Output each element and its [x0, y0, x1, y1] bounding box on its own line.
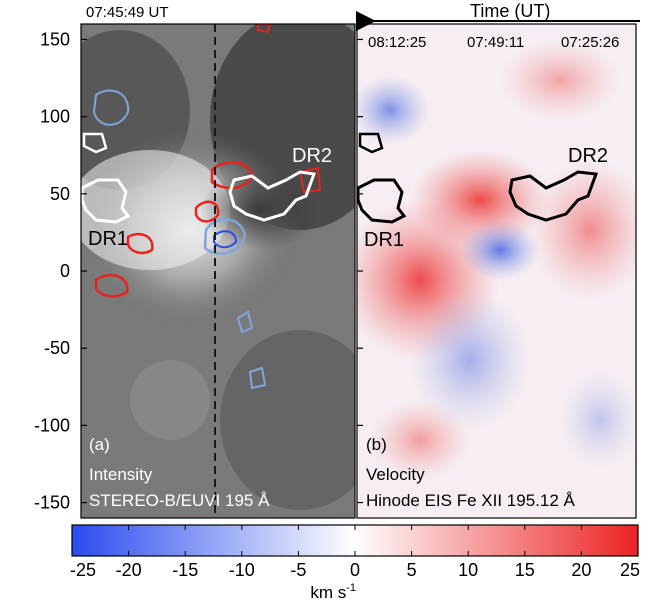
panel-a-label: (a): [89, 435, 110, 454]
panel-b-velocity-map: [357, 24, 636, 518]
panel-a-quantity: Intensity: [89, 465, 153, 484]
y-axis: 150 100 50 0 -50 -100 -150: [34, 29, 363, 513]
panel-a-instrument: STEREO-B/EUVI 195 Å: [89, 491, 270, 510]
region-label-dr1-a: DR1: [88, 228, 128, 250]
colorbar-tick-label: -20: [116, 560, 142, 580]
colorbar-tick-label: 10: [458, 560, 478, 580]
time-tick-label-1: 07:49:11: [467, 34, 524, 51]
y-tick-label: 50: [50, 184, 70, 204]
region-label-dr2-a: DR2: [292, 145, 332, 167]
panel-b-quantity: Velocity: [366, 465, 425, 484]
colorbar-tick-label: -5: [290, 560, 306, 580]
time-tick-label-0: 08:12:25: [368, 34, 426, 51]
region-label-dr2-b: DR2: [568, 145, 608, 167]
colorbar-unit-label: km s-1: [310, 582, 356, 599]
time-axis-title: Time (UT): [470, 1, 550, 21]
colorbar-tick-label: 15: [515, 560, 535, 580]
y-tick-label: 100: [40, 107, 70, 127]
y-tick-label: -150: [34, 493, 70, 513]
colorbar-tick-label: -25: [70, 560, 96, 580]
y-tick-label: -50: [44, 338, 70, 358]
region-label-dr1-b: DR1: [364, 229, 404, 251]
y-tick-label: 150: [40, 29, 70, 49]
colorbar-tick-label: 25: [620, 560, 640, 580]
y-tick-label: 0: [60, 261, 70, 281]
panel-a-intensity-image: [81, 24, 355, 518]
panel-b-instrument: Hinode EIS Fe XII 195.12 Å: [366, 491, 576, 510]
colorbar-tick-label: -10: [229, 560, 255, 580]
colorbar-unit-base: km s: [310, 583, 346, 599]
colorbar-ticks: -25 -20 -15 -10 -5 0 5 10 15 20 25: [70, 525, 640, 580]
colorbar-tick-label: -15: [172, 560, 198, 580]
time-tick-label-2: 07:25:26: [561, 34, 619, 51]
colorbar-unit-exponent: -1: [346, 582, 356, 594]
panel-b-label: (b): [366, 435, 387, 454]
colorbar: [71, 524, 639, 557]
colorbar-tick-label: 20: [571, 560, 591, 580]
colorbar-tick-label: 0: [350, 560, 360, 580]
panel-a-timestamp: 07:45:49 UT: [86, 4, 169, 21]
y-tick-label: -100: [34, 415, 70, 435]
colorbar-tick-label: 5: [407, 560, 417, 580]
